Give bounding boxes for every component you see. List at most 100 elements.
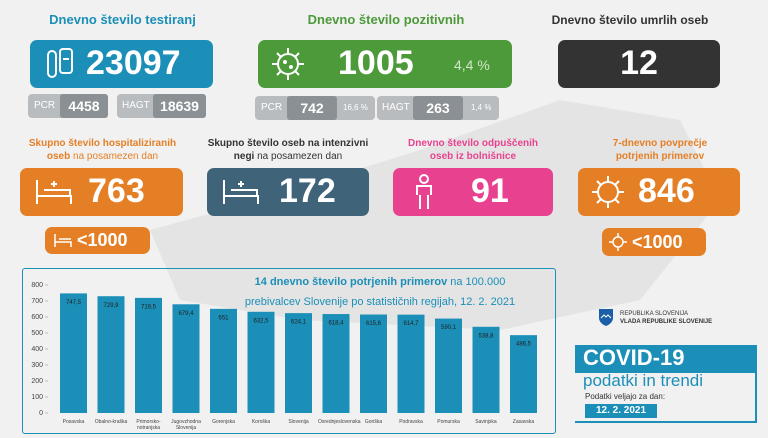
value-label: 486,5 bbox=[516, 342, 532, 348]
y-tick-label: 700 bbox=[31, 298, 43, 305]
value-label: 624,1 bbox=[291, 320, 307, 326]
y-tick-label: 300 bbox=[31, 362, 43, 369]
discharged-card: 91 bbox=[393, 168, 553, 216]
bar bbox=[472, 326, 500, 413]
bar bbox=[60, 293, 87, 413]
value: 742 bbox=[287, 96, 337, 120]
bar bbox=[210, 308, 237, 413]
icon bbox=[609, 233, 627, 251]
deaths-card: 12 bbox=[558, 40, 720, 88]
value: 763 bbox=[88, 172, 145, 210]
share: 1,4 % bbox=[471, 103, 492, 112]
y-tick-label: 400 bbox=[31, 346, 43, 353]
covid-box bbox=[575, 345, 757, 423]
bar bbox=[510, 335, 537, 413]
x-tick-label: Primorsko-notranjska bbox=[136, 419, 161, 431]
bar bbox=[247, 311, 275, 413]
bar bbox=[397, 314, 425, 413]
x-tick-label: Obalno-kraška bbox=[94, 419, 128, 425]
y-tick-label: 200 bbox=[31, 378, 43, 385]
bar bbox=[322, 314, 350, 413]
icon bbox=[223, 180, 259, 204]
line: VLADA REPUBLIKE SLOVENIJE bbox=[620, 319, 713, 325]
value: 12 bbox=[620, 44, 658, 82]
bar bbox=[285, 313, 312, 413]
tests-card: 23097 bbox=[30, 40, 213, 88]
value-label: 729,9 bbox=[103, 303, 119, 309]
x-tick-label: Gorenjska bbox=[212, 419, 235, 425]
value: 1005 bbox=[338, 44, 414, 82]
positive-card: 1005 4,4 % bbox=[258, 40, 512, 88]
value-label: 719,5 bbox=[141, 304, 157, 310]
hagt-box: HAGT 263 1,4 % bbox=[377, 96, 499, 120]
y-tick-label: 0 bbox=[39, 410, 43, 417]
government: REPUBLIKA SLOVENIJA VLADA REPUBLIKE SLOVE… bbox=[620, 310, 712, 326]
value-label: 651 bbox=[218, 315, 229, 321]
title-line: oseb bbox=[46, 151, 71, 162]
title-line: potrjenih primerov bbox=[615, 151, 705, 162]
title-line: Skupno število hospitaliziranih bbox=[28, 138, 177, 149]
title-line: negi bbox=[233, 151, 255, 162]
title-line: Skupno število oseb na intenzivni bbox=[207, 138, 369, 149]
covid-subtitle: podatki in trendi bbox=[583, 371, 704, 390]
card-title: Dnevno število testiranj bbox=[49, 12, 196, 27]
icon bbox=[592, 176, 624, 208]
x-tick-label: Savinjska bbox=[475, 419, 497, 425]
card-title: Skupno število hospitaliziranih oseb na p… bbox=[10, 137, 195, 163]
bar bbox=[135, 297, 162, 413]
label: HAGT bbox=[382, 102, 410, 113]
value: 91 bbox=[471, 172, 509, 210]
icon bbox=[416, 174, 432, 209]
value-label: 618,4 bbox=[328, 321, 344, 327]
icu-card: 172 bbox=[207, 168, 369, 216]
value: 23097 bbox=[86, 44, 181, 82]
icon bbox=[54, 234, 72, 247]
y-tick-label: 600 bbox=[31, 314, 43, 321]
x-tick-label: Zasavska bbox=[512, 419, 535, 425]
covid-title: COVID-19 bbox=[583, 345, 685, 370]
label: HAGT bbox=[122, 100, 150, 111]
subtitle: prebivalcev Slovenije po statističnih re… bbox=[244, 296, 516, 308]
value: 172 bbox=[279, 172, 336, 210]
title-rest: na 100.000 bbox=[450, 276, 506, 288]
line: REPUBLIKA SLOVENIJA bbox=[620, 311, 689, 317]
card-title: Dnevno število pozitivnih bbox=[307, 12, 465, 27]
card-title: Skupno število oseb na intenzivni negi na… bbox=[198, 137, 378, 163]
value: <1000 bbox=[632, 232, 683, 252]
label: PCR bbox=[261, 102, 283, 113]
x-tick-label: Osrednjeslovenska bbox=[318, 419, 361, 425]
title-line: oseb iz bolnišnice bbox=[429, 151, 517, 162]
title-line: 7-dnevno povprečje bbox=[612, 138, 708, 149]
value-label: 679,4 bbox=[178, 311, 194, 317]
bar bbox=[360, 314, 387, 413]
pcr-box: PCR 4458 bbox=[28, 94, 108, 118]
x-tick-label: Jugovzhodna Slovenija bbox=[171, 419, 201, 431]
threshold-box: <1000 bbox=[602, 228, 706, 256]
value-label: 632,5 bbox=[253, 318, 269, 324]
value-label: 614,7 bbox=[403, 321, 419, 327]
icon bbox=[36, 180, 72, 204]
hospitalized-card: 763 bbox=[20, 168, 183, 216]
y-tick-label: 100 bbox=[31, 394, 43, 401]
icon bbox=[272, 48, 304, 80]
pcr-box: PCR 742 16,6 % bbox=[255, 96, 375, 120]
average-card: 846 bbox=[578, 168, 740, 216]
x-tick-label: Posavska bbox=[62, 419, 85, 425]
x-tick-label: Goriška bbox=[364, 419, 383, 425]
share: 4,4 % bbox=[454, 57, 490, 73]
value: 846 bbox=[638, 172, 695, 210]
value: 4458 bbox=[60, 94, 108, 118]
value-label: 615,6 bbox=[366, 321, 382, 327]
covid-band bbox=[575, 345, 755, 373]
chart-frame bbox=[22, 268, 556, 434]
chart-title: 14 dnevno število potrjenih primerov na … bbox=[180, 272, 580, 312]
x-tick-label: Slovenija bbox=[288, 419, 309, 425]
logo bbox=[599, 309, 613, 326]
value-label: 590,1 bbox=[441, 325, 457, 331]
x-tick-label: Podravska bbox=[399, 419, 423, 425]
x-tick-label: Koroška bbox=[251, 419, 271, 425]
y-tick-label: 500 bbox=[31, 330, 43, 337]
bar bbox=[435, 318, 462, 413]
